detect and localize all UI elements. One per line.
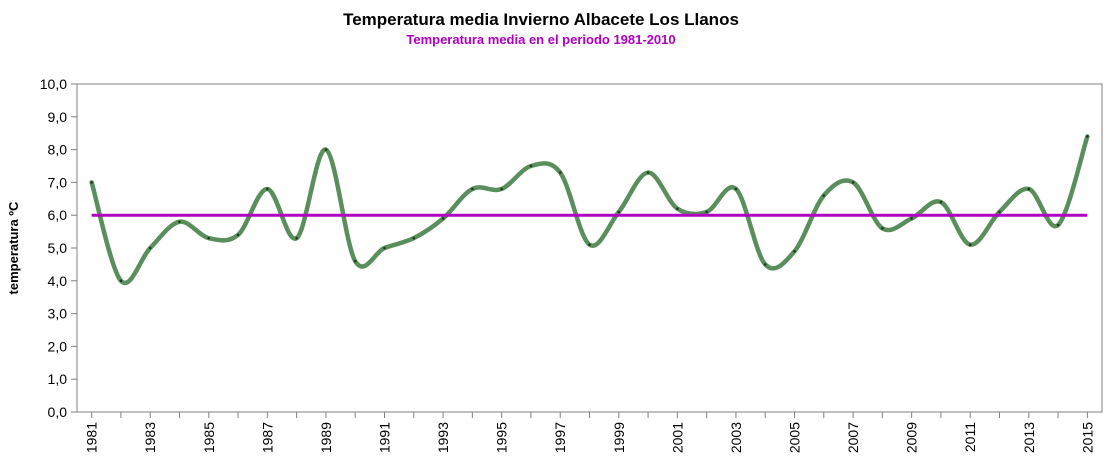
x-tick-label: 2005 [787,422,803,453]
data-point [295,236,298,240]
x-tick-label: 1997 [552,422,568,453]
data-point [734,187,738,191]
data-point [441,217,445,220]
data-point [324,148,328,151]
data-point [207,236,211,240]
x-tick-label: 1989 [318,422,334,453]
x-tick-label: 2009 [904,422,920,453]
data-point [529,164,533,168]
y-tick-label: 9,0 [48,109,68,125]
axes [71,83,1103,418]
x-tick-label: 1993 [435,422,451,453]
data-point [588,243,591,247]
y-tick-label: 8,0 [48,142,68,158]
data-point [353,259,357,263]
y-axis-label: temperatura ºC [6,201,21,294]
x-tick-labels: 1981 1983 1985 1987 1989 1991 1993 1995 1997 1999… [84,422,1096,453]
series-layer [89,134,1090,286]
y-tick-label: 7,0 [48,174,68,190]
x-tick-label: 1983 [142,422,158,453]
data-point [119,279,123,283]
data-point [910,217,913,220]
data-point [617,210,621,214]
data-point [1086,135,1089,138]
plot-area-border [76,83,1103,413]
data-point [383,246,386,250]
y-tick-label: 5,0 [48,240,68,256]
x-tick-label: 2003 [728,422,744,453]
chart-subtitle: Temperatura media en el periodo 1981-201… [406,32,675,47]
data-point [763,263,767,266]
data-point [1056,223,1060,227]
x-tick-label: 1985 [201,422,217,453]
data-point [412,236,416,240]
data-point [998,210,1001,214]
data-point [881,227,884,230]
data-point [90,181,93,184]
data-point [500,187,503,191]
data-point [178,220,181,224]
data-point [236,233,240,237]
y-tick-label: 4,0 [48,273,68,289]
data-point [646,171,650,174]
x-tick-label: 2015 [1079,422,1095,453]
x-tick-label: 1987 [259,422,275,453]
y-tick-label: 0,0 [48,404,68,420]
chart-title: Temperatura media Invierno Albacete Los … [343,10,739,29]
y-tick-labels: 0,0 1,0 2,0 3,0 4,0 5,0 6,0 7,0 8,0 9,0 10,0 [40,76,67,420]
y-tick-label: 6,0 [48,207,68,223]
x-tick-label: 1991 [377,422,393,453]
series-line-temperatura [89,134,1090,286]
data-point [705,210,708,214]
x-tick-label: 1981 [84,422,100,453]
data-point [676,207,679,210]
data-point [968,243,972,247]
y-tick-label: 2,0 [48,338,68,354]
y-tick-label: 3,0 [48,306,68,322]
data-point [558,171,562,174]
data-point [266,187,269,191]
data-point [851,181,855,184]
y-tick-label: 1,0 [48,371,68,387]
data-point [793,249,796,253]
x-tick-label: 1999 [611,422,627,453]
data-point [148,246,152,250]
x-tick-label: 2011 [962,422,978,452]
data-point [939,200,943,204]
data-point [822,194,826,197]
x-tick-label: 2001 [669,422,685,453]
data-point [471,187,474,191]
x-tick-label: 2007 [845,422,861,453]
data-point [1027,187,1031,191]
y-tick-label: 10,0 [40,76,67,92]
x-tick-label: 1995 [494,422,510,453]
x-tick-label: 2013 [1021,422,1037,453]
